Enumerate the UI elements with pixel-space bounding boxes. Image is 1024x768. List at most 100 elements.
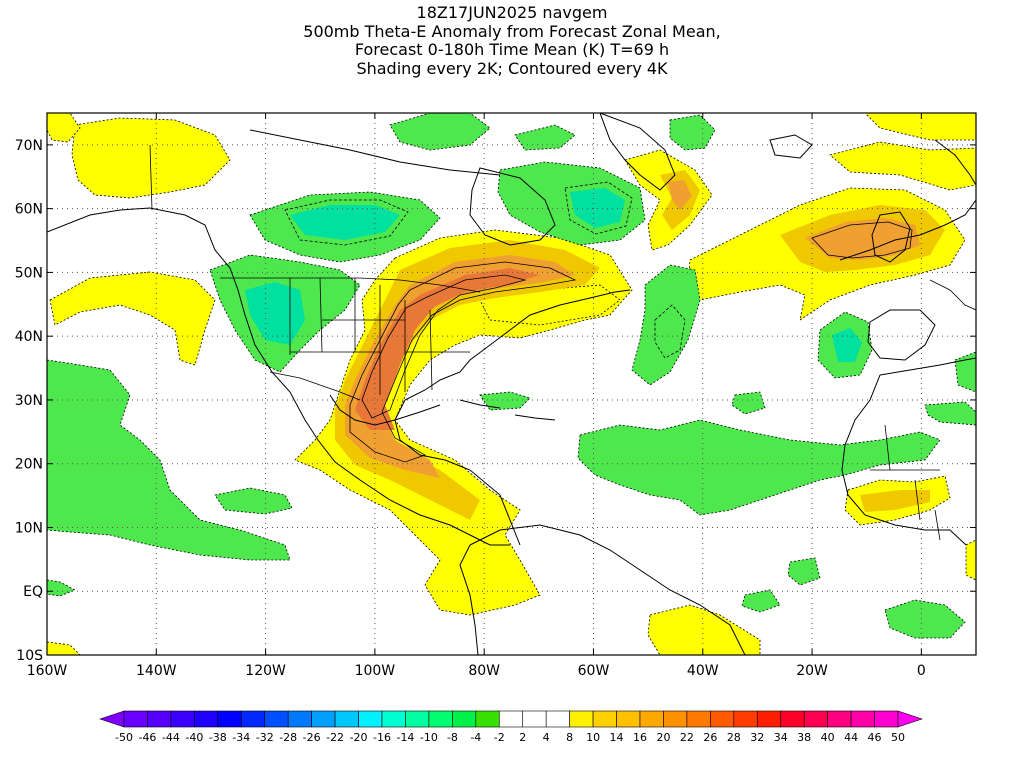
green-region-arctic bbox=[389, 113, 491, 151]
negative-anomaly-shading bbox=[47, 113, 976, 639]
teal-region-canada bbox=[290, 205, 400, 240]
colorbar-label: 8 bbox=[566, 731, 573, 744]
orange-region-europe bbox=[805, 218, 920, 260]
coastline-europe bbox=[839, 199, 976, 261]
colorbar-swatch bbox=[522, 710, 547, 728]
colorbar-arrow-high bbox=[897, 710, 923, 728]
orange-region-labrador bbox=[668, 180, 692, 210]
yellow-region-norway bbox=[864, 113, 976, 141]
longitude-axis: 160W 140W 120W 100W 80W 60W 40W 20W 0 bbox=[27, 113, 926, 679]
title-line-4: Shading every 2K; Contoured every 4K bbox=[356, 58, 668, 78]
lon-label: 80W bbox=[468, 663, 500, 679]
colorbar-label: -50 bbox=[115, 731, 133, 744]
colorbar-swatch bbox=[287, 710, 312, 728]
colorbar-label: 2 bbox=[519, 731, 526, 744]
colorbar-swatch bbox=[405, 710, 430, 728]
lon-label: 60W bbox=[578, 663, 610, 679]
lon-label: 160W bbox=[27, 663, 68, 679]
coastline-africa-north bbox=[879, 357, 976, 376]
lat-label: 10N bbox=[15, 520, 43, 536]
colorbar-swatch bbox=[217, 710, 242, 728]
colorbar-swatch bbox=[639, 710, 664, 728]
contour-lines bbox=[284, 181, 913, 463]
coastline-gulf-mexico bbox=[329, 394, 441, 426]
yellow-region-south bbox=[647, 604, 761, 655]
colorbar-swatch bbox=[686, 710, 711, 728]
colorbar-label: 34 bbox=[774, 731, 788, 744]
colorbar-label: 10 bbox=[586, 731, 600, 744]
colorbar-label: -4 bbox=[470, 731, 481, 744]
colorbar: -50 -46 -44 -40 -38 -34 -32 -28 -26 -22 -20 -16 -14-… bbox=[99, 710, 923, 744]
colorbar-swatch bbox=[264, 710, 289, 728]
yellow-region-labrador bbox=[624, 149, 713, 251]
colorbar-swatch bbox=[710, 710, 735, 728]
green-region-caribbean bbox=[479, 391, 531, 411]
colorbar-swatch bbox=[545, 710, 570, 728]
lat-label: EQ bbox=[23, 584, 43, 600]
colorbar-swatch bbox=[733, 710, 758, 728]
colorbar-swatch bbox=[803, 710, 828, 728]
colorbar-swatch bbox=[827, 710, 852, 728]
colorbar-label: -14 bbox=[396, 731, 414, 744]
colorbar-swatch bbox=[498, 710, 524, 728]
yellow-region-sw-corner bbox=[47, 641, 81, 655]
chart-title: 18Z17JUN2025 navgem 500mb Theta-E Anomal… bbox=[0, 3, 1024, 78]
border-alaska-canada bbox=[149, 144, 153, 211]
title-line-3: Forecast 0-180h Time Mean (K) T=69 h bbox=[354, 40, 670, 59]
green-region-small3 bbox=[47, 579, 76, 597]
colorbar-swatch bbox=[123, 710, 148, 728]
colorbar-label: 46 bbox=[868, 731, 882, 744]
lon-label: 0 bbox=[917, 663, 926, 679]
contour-midatlantic-neg bbox=[654, 304, 686, 359]
contour-namerica-inner bbox=[361, 274, 527, 419]
yellow-region-alaska bbox=[71, 117, 231, 199]
coastline-caribbean-islands bbox=[459, 399, 556, 421]
gold-region-africa bbox=[860, 490, 930, 512]
contour-europe bbox=[811, 221, 913, 259]
coastline-south-america bbox=[469, 524, 746, 655]
colorbar-label: 14 bbox=[610, 731, 624, 744]
map-plot-area bbox=[47, 113, 976, 655]
border-europe bbox=[929, 279, 976, 311]
green-region-westafrica bbox=[924, 401, 976, 426]
coastline-iberia bbox=[867, 309, 936, 361]
coastline-greenland bbox=[599, 113, 676, 191]
yellow-region-nw bbox=[47, 113, 81, 143]
colorbar-swatch bbox=[170, 710, 195, 728]
title-line-1: 18Z17JUN2025 navgem bbox=[416, 3, 608, 22]
colorbar-label: -22 bbox=[326, 731, 344, 744]
darkorange-region-namerica bbox=[355, 268, 540, 430]
colorbar-label: -44 bbox=[162, 731, 180, 744]
green-region-tropical-atlantic bbox=[577, 419, 941, 516]
colorbar-swatch bbox=[194, 710, 219, 728]
colorbar-swatch bbox=[850, 710, 875, 728]
green-region-eastpacific2 bbox=[214, 487, 293, 515]
colorbar-swatch bbox=[452, 710, 477, 728]
colorbar-label: 32 bbox=[750, 731, 764, 744]
colorbar-swatch bbox=[592, 710, 617, 728]
colorbar-label: 44 bbox=[844, 731, 858, 744]
lat-label: 40N bbox=[15, 329, 43, 345]
lat-label: 30N bbox=[15, 393, 43, 409]
colorbar-swatch bbox=[240, 710, 266, 728]
colorbar-swatch bbox=[874, 710, 899, 728]
yellow-region-westafrica-coast bbox=[965, 539, 976, 581]
colorbar-swatch bbox=[616, 710, 641, 728]
border-us-canada bbox=[220, 277, 481, 293]
yellow-region-greenland-sea bbox=[829, 141, 976, 191]
colorbar-label: -8 bbox=[447, 731, 458, 744]
colorbar-swatch bbox=[311, 710, 336, 728]
colorbar-swatch bbox=[358, 710, 383, 728]
strong-positive-anomaly-shading bbox=[335, 170, 945, 520]
lat-label: 20N bbox=[15, 457, 43, 473]
colorbar-label: -46 bbox=[138, 731, 156, 744]
contour-namerica-outer bbox=[349, 261, 577, 463]
colorbar-label: 28 bbox=[727, 731, 741, 744]
colorbar-swatch bbox=[663, 710, 688, 728]
colorbar-label: 22 bbox=[680, 731, 694, 744]
lat-label: 10S bbox=[16, 648, 43, 664]
colorbar-arrow-low bbox=[99, 710, 125, 728]
colorbar-swatch bbox=[756, 710, 782, 728]
yellow-region-pacific bbox=[49, 271, 216, 366]
